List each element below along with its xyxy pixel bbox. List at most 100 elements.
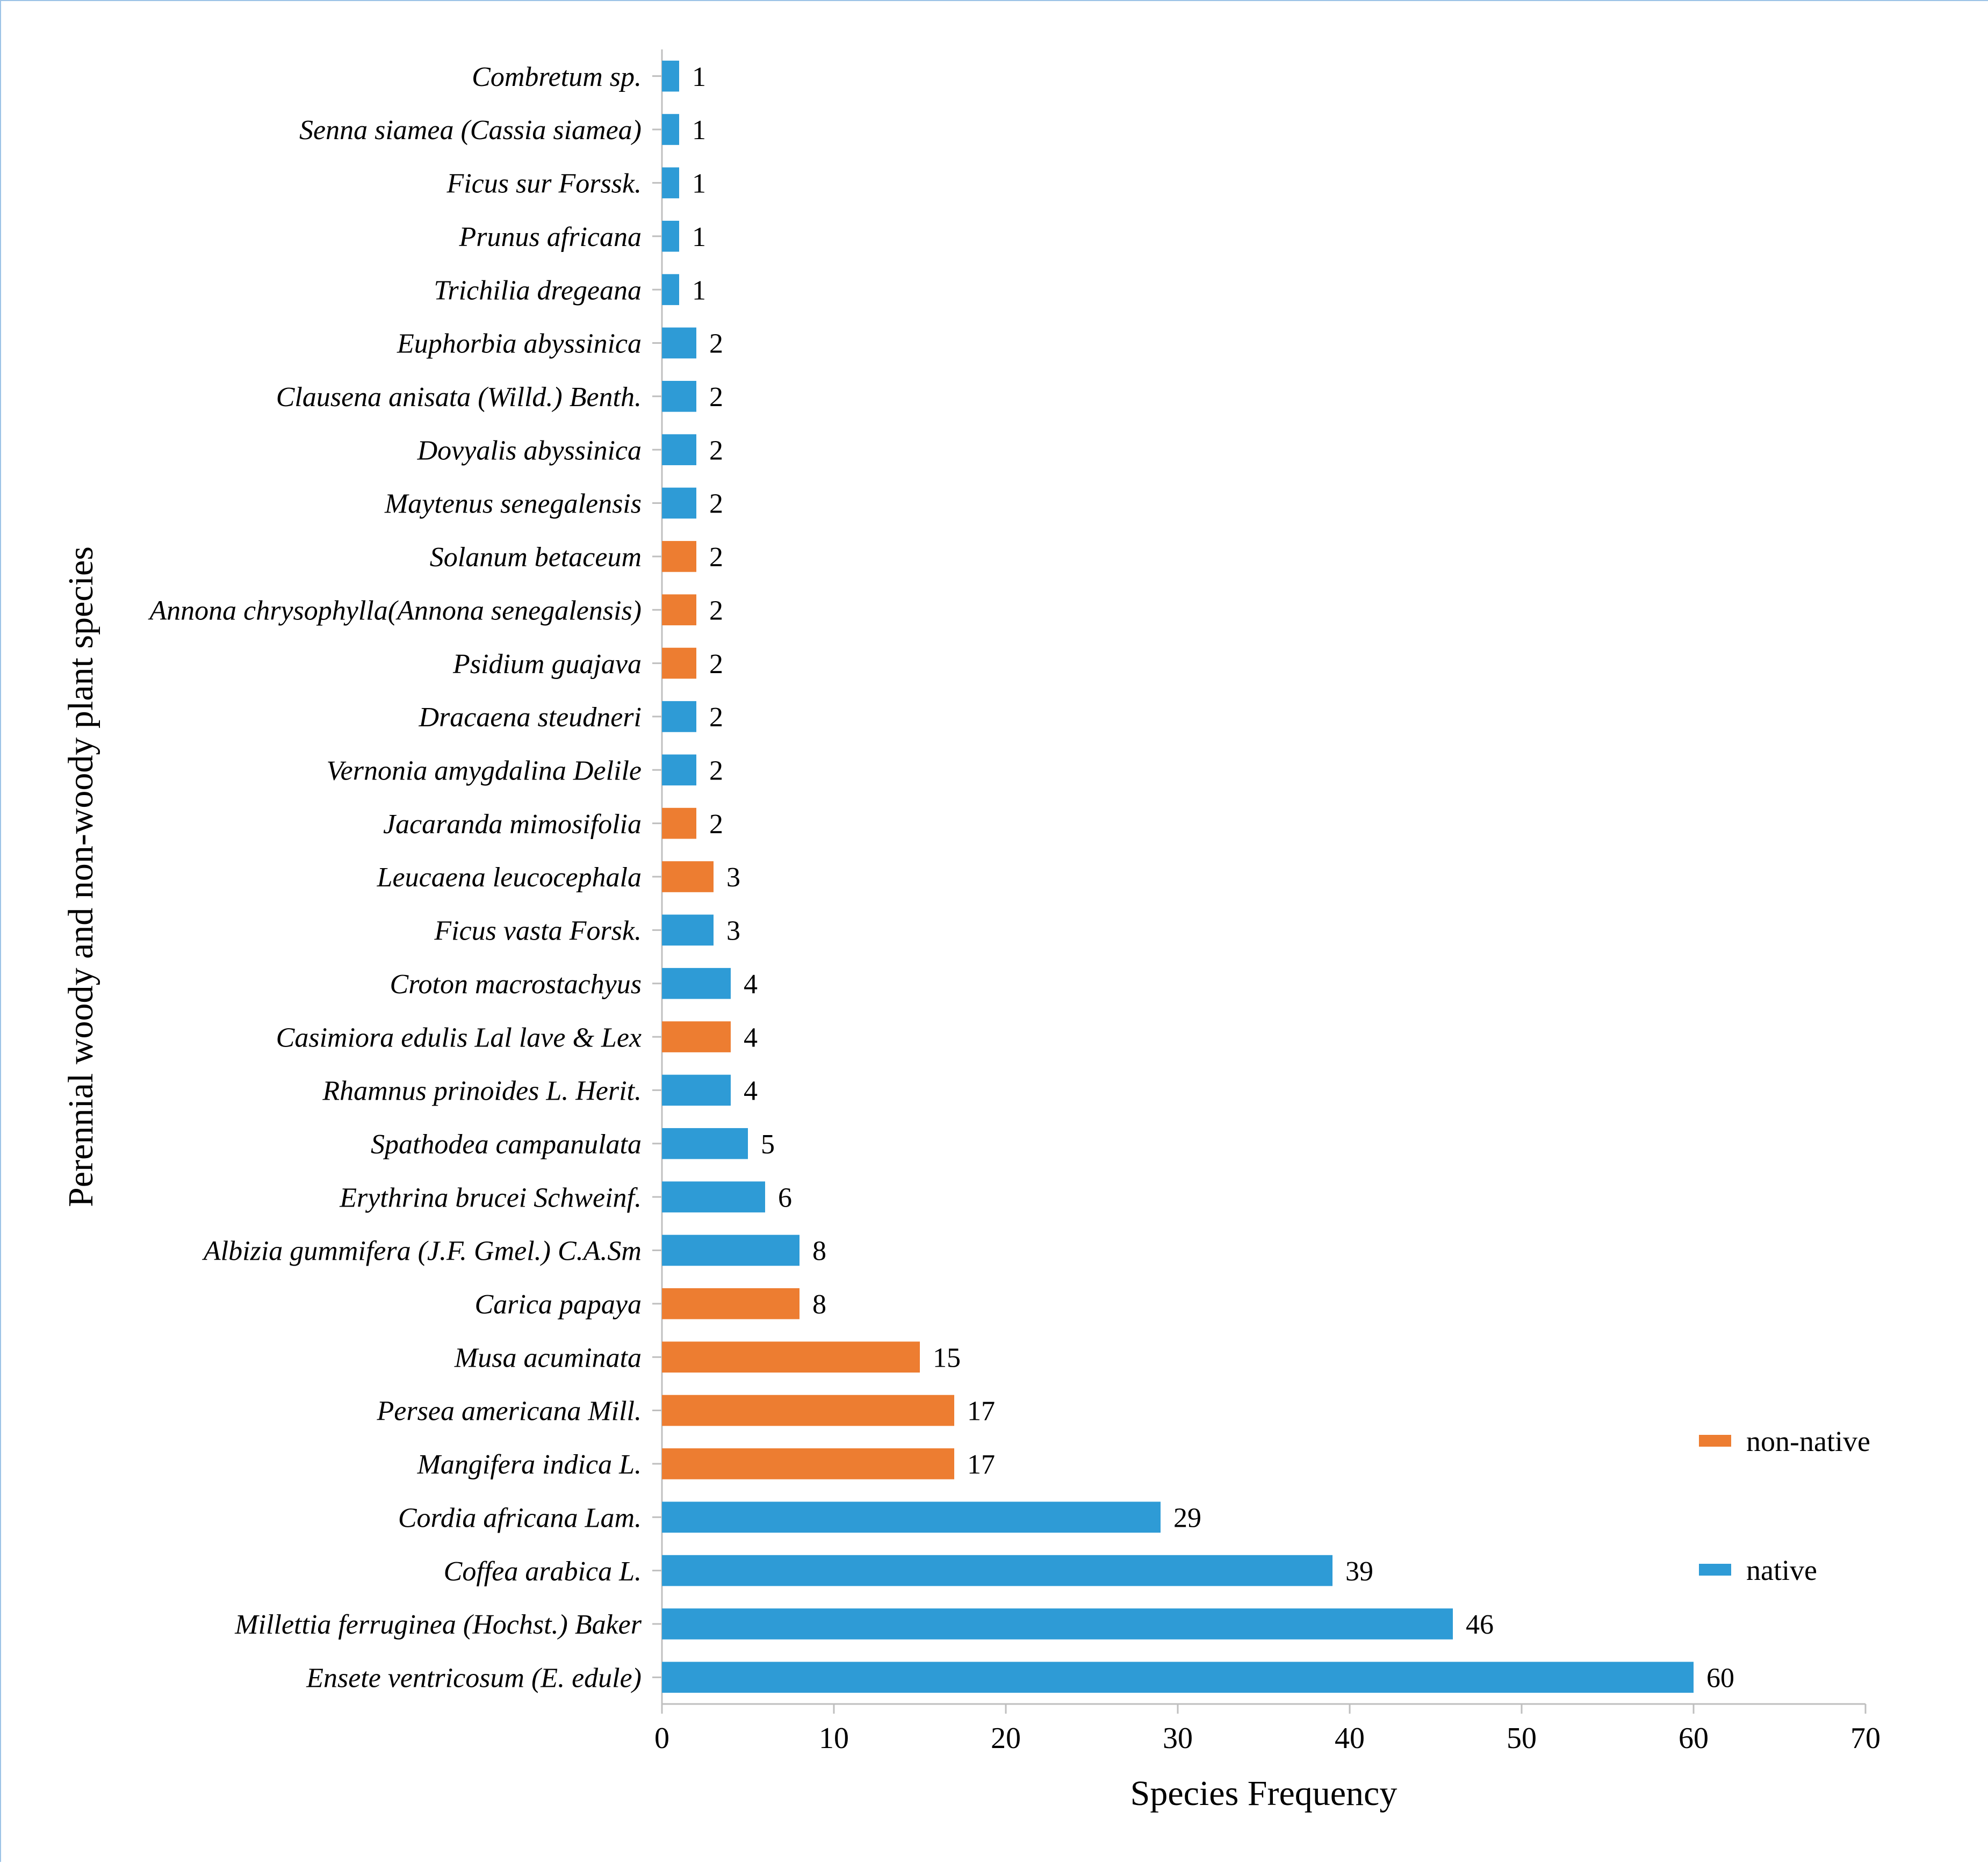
bar [662,1662,1694,1693]
bar [662,1395,954,1426]
bar-value-label: 39 [1345,1556,1373,1587]
bar [662,328,696,359]
bar [662,1501,1161,1533]
category-label: Senna siamea (Cassia siamea) [299,115,642,146]
bar-value-label: 2 [709,595,723,626]
x-tick-label: 20 [991,1722,1021,1755]
category-label: Euphorbia abyssinica [397,329,642,359]
x-tick-label: 40 [1335,1722,1365,1755]
bar [662,915,714,946]
bar-value-label: 6 [778,1182,792,1213]
bar [662,1341,920,1373]
bar [662,1288,799,1319]
category-label: Persea americana Mill. [377,1396,642,1427]
bar-value-label: 2 [709,489,723,519]
category-label: Vernonia amygdalina Delile [327,755,642,786]
bar [662,648,696,679]
bar [662,968,731,999]
category-label: Dovyalis abyssinica [417,435,642,466]
category-label: Rhamnus prinoides L. Herit. [322,1076,642,1107]
category-label: Annona chrysophylla(Annona senegalensis) [148,595,642,626]
bar [662,1128,748,1159]
legend-label: non-native [1746,1425,1870,1457]
category-label: Cordia africana Lam. [398,1503,642,1533]
bar-value-label: 4 [744,1076,758,1107]
chart-host: 010203040506070Species FrequencyPerennia… [1,1,1987,1861]
bar-value-label: 1 [692,62,706,92]
bar-value-label: 2 [709,755,723,786]
x-tick-label: 10 [819,1722,849,1755]
bar [662,168,679,199]
bar [662,114,679,145]
bar-value-label: 2 [709,649,723,680]
category-label: Maytenus senegalensis [384,489,642,519]
x-tick-label: 70 [1850,1722,1881,1755]
bar [662,808,696,839]
bar-value-label: 46 [1466,1609,1494,1640]
bar-value-label: 2 [709,329,723,359]
category-label: Jacaranda mimosifolia [383,809,642,840]
bar-value-label: 3 [726,916,740,947]
bar [662,701,696,732]
category-label: Casimiora edulis Lal lave & Lex [276,1022,642,1053]
bar [662,1555,1332,1586]
category-label: Leucaena leucocephala [377,862,642,893]
bar-value-label: 1 [692,275,706,306]
bar [662,1448,954,1479]
bar-value-label: 15 [933,1342,961,1373]
category-label: Psidium guajava [452,649,642,680]
bar-value-label: 2 [709,809,723,840]
category-label: Dracaena steudneri [419,702,642,733]
bar-value-label: 3 [726,862,740,893]
bar-value-label: 5 [761,1129,775,1160]
bar-value-label: 1 [692,115,706,146]
bar-value-label: 17 [967,1449,995,1480]
category-label: Erythrina brucei Schweinf. [339,1182,642,1213]
bar-value-label: 2 [709,382,723,413]
category-label: Ficus vasta Forsk. [434,916,642,947]
bar [662,1608,1453,1640]
category-label: Carica papaya [474,1289,642,1320]
bar-value-label: 8 [812,1289,826,1320]
bar [662,861,714,892]
bar [662,1181,765,1212]
x-tick-label: 60 [1679,1722,1709,1755]
legend-label: native [1746,1554,1817,1586]
bar [662,221,679,252]
category-label: Croton macrostachyus [390,969,642,1000]
bar-value-label: 2 [709,435,723,466]
bar [662,488,696,519]
category-label: Ficus sur Forssk. [446,169,642,199]
category-label: Coffea arabica L. [444,1556,642,1587]
bar [662,754,696,785]
category-label: Trichilia dregeana [434,275,642,306]
bar-value-label: 1 [692,222,706,252]
category-label: Combretum sp. [472,62,642,92]
bar [662,1235,799,1266]
category-label: Ensete ventricosum (E. edule) [306,1663,642,1694]
category-label: Millettia ferruginea (Hochst.) Baker [234,1609,642,1640]
bar [662,381,696,412]
category-label: Mangifera indica L. [417,1449,642,1480]
bar-value-label: 4 [744,1022,758,1053]
bar-value-label: 1 [692,169,706,199]
bar [662,61,679,92]
x-tick-label: 30 [1163,1722,1193,1755]
bar [662,594,696,625]
bar [662,1075,731,1106]
category-label: Prunus africana [459,222,642,252]
bar-value-label: 8 [812,1236,826,1267]
species-frequency-chart: 010203040506070Species FrequencyPerennia… [1,1,1988,1863]
x-tick-label: 0 [654,1722,669,1755]
bar-value-label: 2 [709,542,723,573]
bar-value-label: 60 [1706,1663,1734,1694]
category-label: Albizia gummifera (J.F. Gmel.) C.A.Sm [202,1236,642,1267]
category-label: Spathodea campanulata [371,1129,642,1160]
category-label: Clausena anisata (Willd.) Benth. [276,382,642,413]
bar-value-label: 29 [1173,1503,1201,1533]
bar [662,274,679,305]
legend-swatch [1699,1435,1731,1447]
chart-frame: 010203040506070Species FrequencyPerennia… [0,0,1988,1862]
category-label: Musa acuminata [454,1342,642,1373]
legend-swatch [1699,1564,1731,1576]
